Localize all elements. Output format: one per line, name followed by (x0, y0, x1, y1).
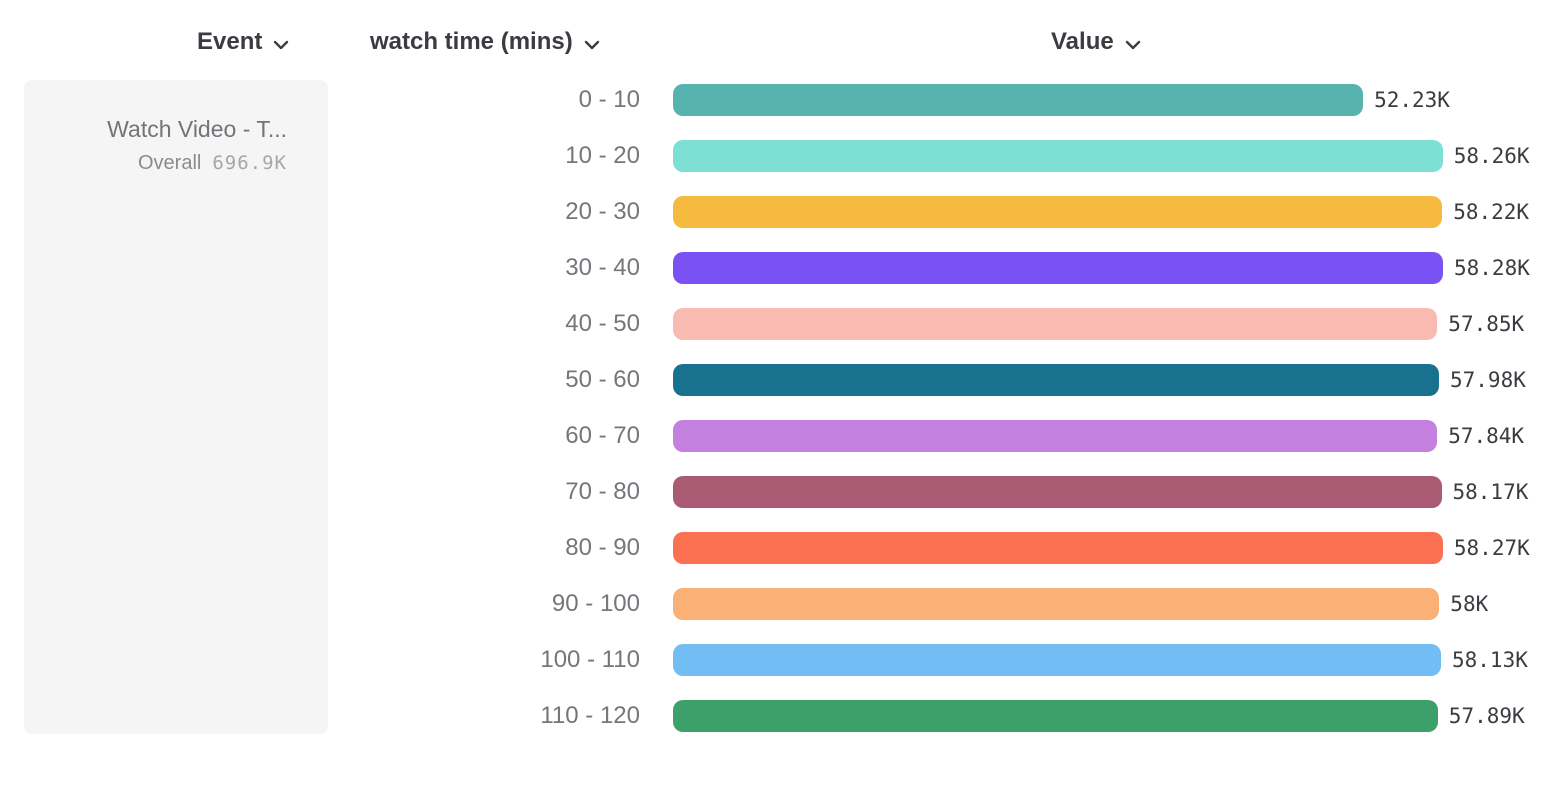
chart-row: 80 - 90 58.27K (0, 520, 1568, 576)
chart-row: 60 - 70 57.84K (0, 408, 1568, 464)
breakdown-column-header-label: watch time (mins) (370, 27, 573, 55)
bucket-label: 30 - 40 (565, 254, 640, 281)
value-column-header[interactable]: Value (1051, 26, 1141, 57)
bucket-label: 100 - 110 (540, 646, 640, 673)
bar[interactable] (673, 644, 1441, 676)
bar-chart: 0 - 10 52.23K 10 - 20 58.26K 20 - 30 58.… (0, 72, 1568, 744)
bar[interactable] (673, 588, 1440, 620)
event-title: Watch Video - T... (107, 116, 287, 142)
bucket-label: 60 - 70 (565, 422, 640, 449)
bar-value-label: 57.98K (1450, 368, 1526, 392)
chart-row: 70 - 80 58.17K (0, 464, 1568, 520)
bar-value-label: 58.22K (1453, 200, 1530, 224)
bucket-label: 70 - 80 (565, 478, 640, 505)
bar-value-label: 52.23K (1374, 88, 1450, 112)
chart-row: 40 - 50 57.85K (0, 296, 1568, 352)
bar[interactable] (673, 700, 1438, 732)
bar-value-label: 58K (1450, 592, 1489, 616)
bar-value-label: 58.27K (1453, 536, 1530, 560)
bar[interactable] (673, 308, 1438, 340)
bucket-label: 80 - 90 (565, 534, 640, 561)
bucket-label: 90 - 100 (551, 590, 640, 617)
breakdown-column-header[interactable]: watch time (mins) (370, 26, 600, 57)
chart-row: 20 - 30 58.22K (0, 184, 1568, 240)
chart-row: 0 - 10 52.23K (0, 72, 1568, 128)
chart-row: 100 - 110 58.13K (0, 632, 1568, 688)
event-column-header-label: Event (197, 27, 263, 55)
bar-value-label: 58.28K (1454, 256, 1530, 280)
chevron-down-icon (1125, 29, 1141, 57)
bar-value-label: 58.17K (1452, 480, 1529, 504)
bucket-label: 40 - 50 (565, 310, 640, 337)
bar-value-label: 58.26K (1453, 144, 1530, 168)
bucket-label: 50 - 60 (565, 366, 640, 393)
bucket-label: 20 - 30 (565, 198, 640, 225)
event-overall-row: Overall 696.9K (44, 152, 287, 175)
chevron-down-icon (584, 29, 600, 57)
chart-row: 90 - 100 58K (0, 576, 1568, 632)
bar[interactable] (673, 364, 1439, 396)
bar-value-label: 57.84K (1448, 424, 1525, 448)
bar[interactable] (673, 196, 1443, 228)
event-card: Watch Video - T... Overall 696.9K (24, 80, 328, 734)
bar[interactable] (673, 476, 1442, 508)
bar[interactable] (673, 532, 1443, 564)
bar[interactable] (673, 420, 1438, 452)
overall-label: Overall (138, 152, 202, 174)
bucket-label: 0 - 10 (578, 86, 640, 113)
chart-row: 30 - 40 58.28K (0, 240, 1568, 296)
chevron-down-icon (273, 29, 289, 57)
bucket-label: 110 - 120 (540, 702, 640, 729)
bar[interactable] (673, 140, 1443, 172)
chart-row: 10 - 20 58.26K (0, 128, 1568, 184)
chart-row: 110 - 120 57.89K (0, 688, 1568, 744)
chart-row: 50 - 60 57.98K (0, 352, 1568, 408)
value-column-header-label: Value (1051, 27, 1114, 55)
overall-value: 696.9K (212, 152, 287, 174)
bar[interactable] (673, 252, 1443, 284)
bar-value-label: 57.85K (1448, 312, 1525, 336)
bar[interactable] (673, 84, 1364, 116)
event-column-header[interactable]: Event (197, 26, 289, 57)
bucket-label: 10 - 20 (565, 142, 640, 169)
bar-value-label: 58.13K (1452, 648, 1528, 672)
bar-value-label: 57.89K (1448, 704, 1525, 728)
